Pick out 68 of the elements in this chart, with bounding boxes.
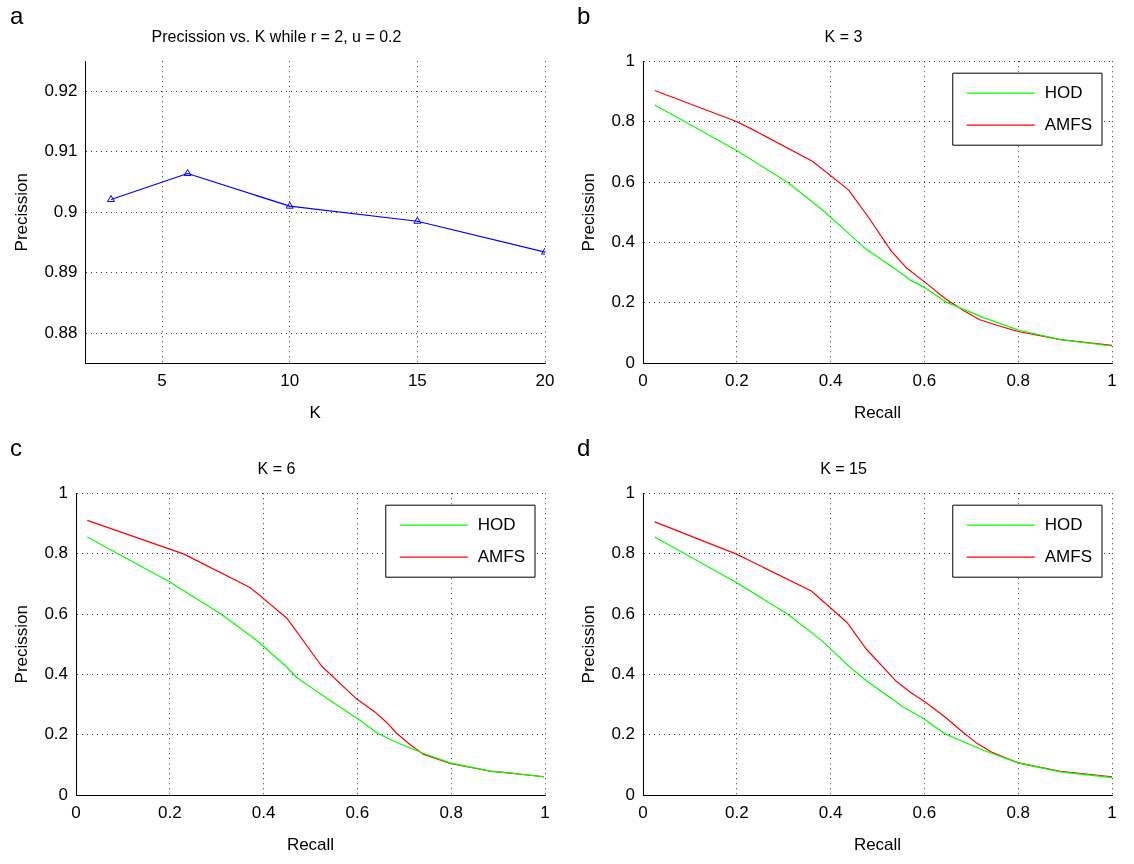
legend-label: HOD [1044,514,1083,534]
x-tick-label: 5 [157,371,167,391]
y-tick-label: 0 [625,352,636,372]
y-tick-label: 1 [625,50,636,70]
x-tick-label: 1 [540,803,550,823]
y-tick-label: 0.2 [611,724,636,744]
chart-title: K = 3 [824,28,863,46]
y-tick-label: 0.8 [44,543,69,563]
y-tick-label: 0 [625,784,636,804]
y-tick-label: 0.89 [44,262,78,282]
text: b [577,2,591,30]
y-tick-label: 0.6 [611,603,636,623]
y-tick-label: 0.8 [611,111,636,131]
x-tick-label: 0.6 [345,803,370,823]
x-tick-label: 0.8 [1006,803,1031,823]
point [183,169,192,177]
x-tick-label: 0.4 [818,371,843,391]
point [413,216,422,224]
chart-title: Precission vs. K while r = 2, u = 0.2 [151,28,402,46]
text: c [10,434,22,462]
y-tick-label: 0.4 [611,232,636,252]
x-tick-label: 0.4 [251,803,276,823]
x-tick-label: 0.4 [818,803,843,823]
x-tick-label: 1 [1107,803,1117,823]
y-tick-label: 1 [58,482,69,502]
point [285,201,294,209]
x-tick-label: 15 [407,371,427,391]
y-axis-title: Precission [11,604,31,684]
x-axis-title: Recall [853,835,902,855]
y-tick-label: 0.6 [611,171,636,191]
legend-label: AMFS [1044,114,1093,134]
chart-title: K = 15 [820,460,867,478]
text: d [577,434,591,462]
x-axis-title: K [309,403,322,423]
y-tick-label: 0.4 [44,664,69,684]
x-tick-label: 0.8 [439,803,464,823]
y-tick-label: 0.2 [44,724,69,744]
chart-title: K = 6 [257,460,296,478]
x-tick-label: 0.2 [158,803,182,823]
legend-label: HOD [1044,82,1083,102]
text: a [10,2,24,30]
y-axis-title: Precission [578,172,598,252]
x-axis-title: Recall [286,835,335,855]
y-tick-label: 0 [58,784,69,804]
y-tick-label: 0.6 [44,603,69,623]
y-tick-label: 0.92 [44,81,78,101]
y-tick-label: 1 [625,482,636,502]
y-tick-label: 0.88 [44,322,78,342]
legend-label: HOD [477,514,516,534]
x-axis-title: Recall [853,403,902,423]
y-tick-label: 0.4 [611,664,636,684]
x-tick-label: 20 [535,371,555,391]
point [107,195,115,203]
x-tick-label: 0.6 [912,803,937,823]
x-tick-label: 10 [280,371,300,391]
y-tick-label: 0.8 [611,543,636,563]
x-tick-label: 0.2 [725,803,749,823]
x-tick-label: 0.2 [725,371,749,391]
y-axis-title: Precission [11,172,31,252]
x-tick-label: 0.6 [912,371,937,391]
y-tick-label: 0.2 [611,292,636,312]
y-tick-label: 0.9 [53,201,78,221]
x-tick-label: 1 [1107,371,1117,391]
x-tick-label: 0.8 [1006,371,1031,391]
y-tick-label: 0.91 [44,141,78,161]
legend-label: AMFS [1044,546,1093,566]
y-axis-title: Precission [578,604,598,684]
legend-label: AMFS [477,546,526,566]
